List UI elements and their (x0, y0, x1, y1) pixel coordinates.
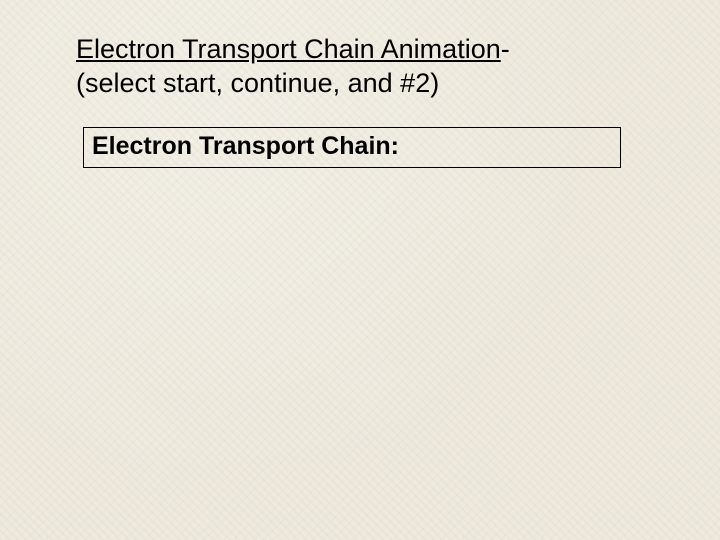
content-box: Electron Transport Chain: (83, 127, 621, 168)
content-box-label: Electron Transport Chain: (92, 132, 399, 160)
title-subtitle: (select start, continue, and #2) (76, 68, 439, 98)
title-block: Electron Transport Chain Animation- (sel… (76, 33, 656, 101)
title-link[interactable]: Electron Transport Chain Animation (76, 34, 501, 64)
title-suffix: - (501, 34, 510, 64)
